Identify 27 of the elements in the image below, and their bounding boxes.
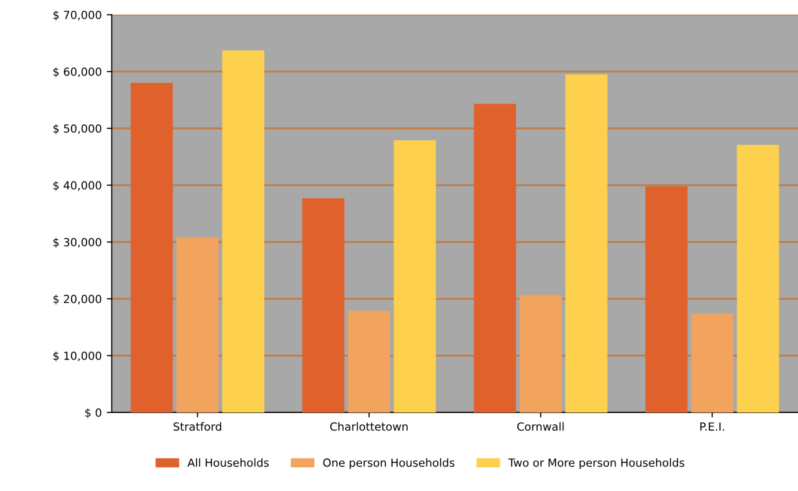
y-tick-label: $ 60,000 bbox=[53, 67, 102, 78]
x-tick-label: Cornwall bbox=[517, 422, 564, 431]
x-tick-label: Stratford bbox=[174, 422, 222, 431]
y-tick-label: $ 40,000 bbox=[53, 180, 102, 192]
bar bbox=[565, 74, 608, 412]
legend-label: All Households bbox=[187, 458, 269, 467]
bar bbox=[130, 82, 173, 412]
x-tick-label: P.E.I. bbox=[700, 422, 724, 431]
x-tick-label: Charlottetown bbox=[330, 422, 408, 431]
bar bbox=[176, 237, 219, 412]
y-tick-label: $ 50,000 bbox=[53, 124, 102, 134]
legend-label: One person Households bbox=[323, 458, 454, 469]
bar bbox=[222, 50, 264, 412]
legend-label: Two or More person Households bbox=[508, 458, 684, 469]
bar bbox=[348, 310, 390, 412]
bar bbox=[302, 198, 344, 412]
bar bbox=[394, 140, 436, 412]
y-tick-label: $ 70,000 bbox=[53, 10, 102, 21]
bar bbox=[691, 314, 734, 412]
bar bbox=[736, 144, 780, 412]
y-tick-label: $ 30,000 bbox=[53, 238, 102, 248]
bar bbox=[474, 104, 516, 412]
y-tick-label: $ 10,000 bbox=[53, 351, 102, 362]
y-tick-label: $ 20,000 bbox=[53, 294, 102, 305]
bar bbox=[645, 186, 688, 412]
bar bbox=[520, 294, 562, 412]
y-tick-label: $ 0 bbox=[85, 408, 102, 418]
